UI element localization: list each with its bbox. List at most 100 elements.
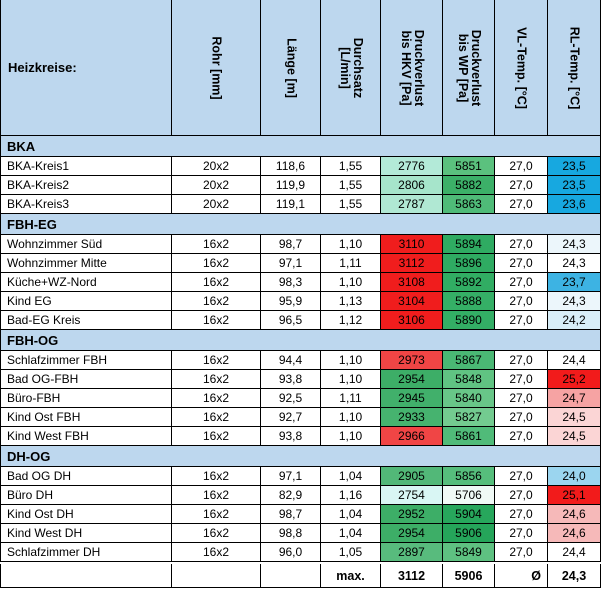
cell-laenge[interactable]: 119,9 <box>261 176 321 195</box>
footer-avg-rl[interactable]: 24,3 <box>548 564 601 588</box>
cell-durchsatz[interactable]: 1,11 <box>321 254 381 273</box>
cell-dv-hkv[interactable]: 2897 <box>381 543 443 562</box>
cell-rohr[interactable]: 16x2 <box>172 351 261 370</box>
cell-rohr[interactable]: 16x2 <box>172 235 261 254</box>
cell-durchsatz[interactable]: 1,13 <box>321 292 381 311</box>
cell-laenge[interactable]: 98,3 <box>261 273 321 292</box>
cell-laenge[interactable]: 92,7 <box>261 408 321 427</box>
cell-vl[interactable]: 27,0 <box>495 273 548 292</box>
cell-name[interactable]: Schlafzimmer DH <box>0 543 172 562</box>
cell-durchsatz[interactable]: 1,04 <box>321 467 381 486</box>
cell-rohr[interactable]: 16x2 <box>172 543 261 562</box>
cell-durchsatz[interactable]: 1,10 <box>321 273 381 292</box>
cell-name[interactable]: Kind Ost FBH <box>0 408 172 427</box>
cell-durchsatz[interactable]: 1,16 <box>321 486 381 505</box>
cell-rl[interactable]: 23,6 <box>548 195 601 214</box>
cell-laenge[interactable]: 98,8 <box>261 524 321 543</box>
cell-name[interactable]: Wohnzimmer Mitte <box>0 254 172 273</box>
cell-name[interactable]: Kind EG <box>0 292 172 311</box>
cell-vl[interactable]: 27,0 <box>495 486 548 505</box>
header-dv-hkv[interactable]: Druckverlust bis HKV [Pa] <box>381 0 443 136</box>
cell-vl[interactable]: 27,0 <box>495 292 548 311</box>
cell-dv-wp[interactable]: 5882 <box>443 176 495 195</box>
cell-dv-hkv[interactable]: 2945 <box>381 389 443 408</box>
cell-dv-hkv[interactable]: 2776 <box>381 157 443 176</box>
cell-dv-wp[interactable]: 5827 <box>443 408 495 427</box>
cell-dv-wp[interactable]: 5892 <box>443 273 495 292</box>
cell-durchsatz[interactable]: 1,12 <box>321 311 381 330</box>
cell-dv-wp[interactable]: 5706 <box>443 486 495 505</box>
cell-dv-wp[interactable]: 5861 <box>443 427 495 446</box>
footer-empty-laenge[interactable] <box>261 564 321 588</box>
cell-laenge[interactable]: 95,9 <box>261 292 321 311</box>
cell-rohr[interactable]: 16x2 <box>172 427 261 446</box>
cell-laenge[interactable]: 119,1 <box>261 195 321 214</box>
header-rohr[interactable]: Rohr [mm] <box>172 0 261 136</box>
cell-rl[interactable]: 23,5 <box>548 176 601 195</box>
cell-rl[interactable]: 24,6 <box>548 505 601 524</box>
cell-rl[interactable]: 24,3 <box>548 292 601 311</box>
footer-empty-rohr[interactable] <box>172 564 261 588</box>
cell-laenge[interactable]: 98,7 <box>261 235 321 254</box>
cell-laenge[interactable]: 97,1 <box>261 467 321 486</box>
cell-vl[interactable]: 27,0 <box>495 370 548 389</box>
cell-dv-wp[interactable]: 5896 <box>443 254 495 273</box>
cell-vl[interactable]: 27,0 <box>495 505 548 524</box>
cell-rohr[interactable]: 16x2 <box>172 254 261 273</box>
footer-max-hkv[interactable]: 3112 <box>381 564 443 588</box>
cell-dv-wp[interactable]: 5890 <box>443 311 495 330</box>
cell-laenge[interactable]: 97,1 <box>261 254 321 273</box>
group-label[interactable]: FBH-EG <box>0 214 601 235</box>
cell-vl[interactable]: 27,0 <box>495 543 548 562</box>
cell-dv-hkv[interactable]: 3106 <box>381 311 443 330</box>
cell-rl[interactable]: 24,5 <box>548 427 601 446</box>
cell-dv-wp[interactable]: 5856 <box>443 467 495 486</box>
cell-rohr[interactable]: 16x2 <box>172 389 261 408</box>
cell-durchsatz[interactable]: 1,55 <box>321 176 381 195</box>
cell-dv-wp[interactable]: 5894 <box>443 235 495 254</box>
cell-durchsatz[interactable]: 1,04 <box>321 524 381 543</box>
cell-dv-wp[interactable]: 5849 <box>443 543 495 562</box>
cell-dv-wp[interactable]: 5848 <box>443 370 495 389</box>
cell-dv-hkv[interactable]: 2905 <box>381 467 443 486</box>
cell-vl[interactable]: 27,0 <box>495 157 548 176</box>
cell-laenge[interactable]: 92,5 <box>261 389 321 408</box>
header-durchsatz[interactable]: Durchsatz [L/min] <box>321 0 381 136</box>
cell-name[interactable]: Küche+WZ-Nord <box>0 273 172 292</box>
cell-laenge[interactable]: 93,8 <box>261 370 321 389</box>
cell-durchsatz[interactable]: 1,11 <box>321 389 381 408</box>
cell-name[interactable]: BKA-Kreis1 <box>0 157 172 176</box>
cell-rl[interactable]: 25,1 <box>548 486 601 505</box>
cell-name[interactable]: Bad-EG Kreis <box>0 311 172 330</box>
cell-name[interactable]: Kind West DH <box>0 524 172 543</box>
cell-rohr[interactable]: 16x2 <box>172 505 261 524</box>
cell-dv-wp[interactable]: 5904 <box>443 505 495 524</box>
cell-dv-hkv[interactable]: 3108 <box>381 273 443 292</box>
header-dv-wp[interactable]: Druckverlust bis WP [Pa] <box>443 0 495 136</box>
footer-avg-symbol[interactable]: Ø <box>495 564 548 588</box>
cell-vl[interactable]: 27,0 <box>495 254 548 273</box>
footer-max-wp[interactable]: 5906 <box>443 564 495 588</box>
cell-name[interactable]: Schlafzimmer FBH <box>0 351 172 370</box>
cell-laenge[interactable]: 118,6 <box>261 157 321 176</box>
cell-name[interactable]: Büro DH <box>0 486 172 505</box>
cell-vl[interactable]: 27,0 <box>495 408 548 427</box>
cell-name[interactable]: BKA-Kreis3 <box>0 195 172 214</box>
cell-durchsatz[interactable]: 1,10 <box>321 370 381 389</box>
cell-dv-hkv[interactable]: 2952 <box>381 505 443 524</box>
cell-durchsatz[interactable]: 1,10 <box>321 427 381 446</box>
cell-vl[interactable]: 27,0 <box>495 467 548 486</box>
cell-dv-hkv[interactable]: 3110 <box>381 235 443 254</box>
cell-laenge[interactable]: 96,5 <box>261 311 321 330</box>
cell-rl[interactable]: 24,5 <box>548 408 601 427</box>
cell-rohr[interactable]: 16x2 <box>172 486 261 505</box>
cell-dv-hkv[interactable]: 2954 <box>381 370 443 389</box>
cell-rl[interactable]: 24,0 <box>548 467 601 486</box>
cell-rl[interactable]: 23,7 <box>548 273 601 292</box>
cell-dv-hkv[interactable]: 2954 <box>381 524 443 543</box>
cell-dv-hkv[interactable]: 2754 <box>381 486 443 505</box>
group-label[interactable]: FBH-OG <box>0 330 601 351</box>
header-laenge[interactable]: Länge [m] <box>261 0 321 136</box>
cell-dv-hkv[interactable]: 2966 <box>381 427 443 446</box>
cell-rohr[interactable]: 16x2 <box>172 292 261 311</box>
